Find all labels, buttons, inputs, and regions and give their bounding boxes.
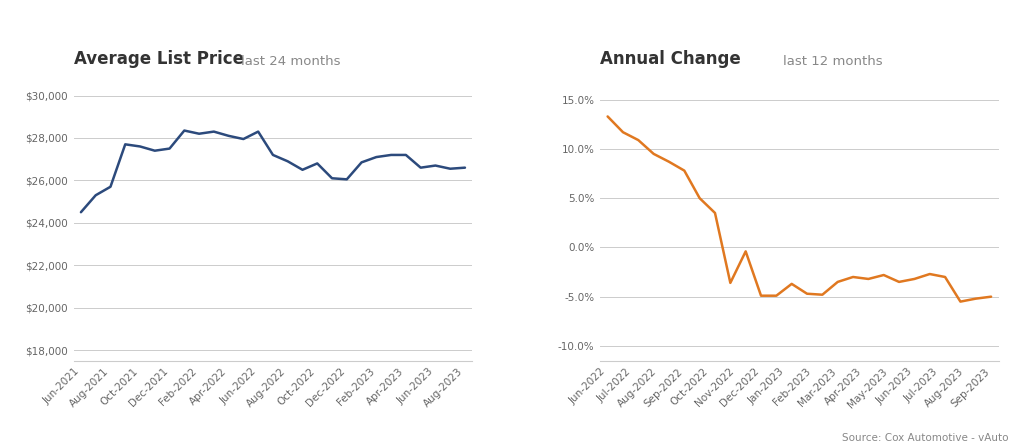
Text: Average List Price: Average List Price [74,51,244,68]
Text: last 24 months: last 24 months [241,55,341,68]
Text: Source: Cox Automotive - vAuto: Source: Cox Automotive - vAuto [842,433,1009,443]
Text: last 12 months: last 12 months [783,55,883,68]
Text: Annual Change: Annual Change [600,51,740,68]
